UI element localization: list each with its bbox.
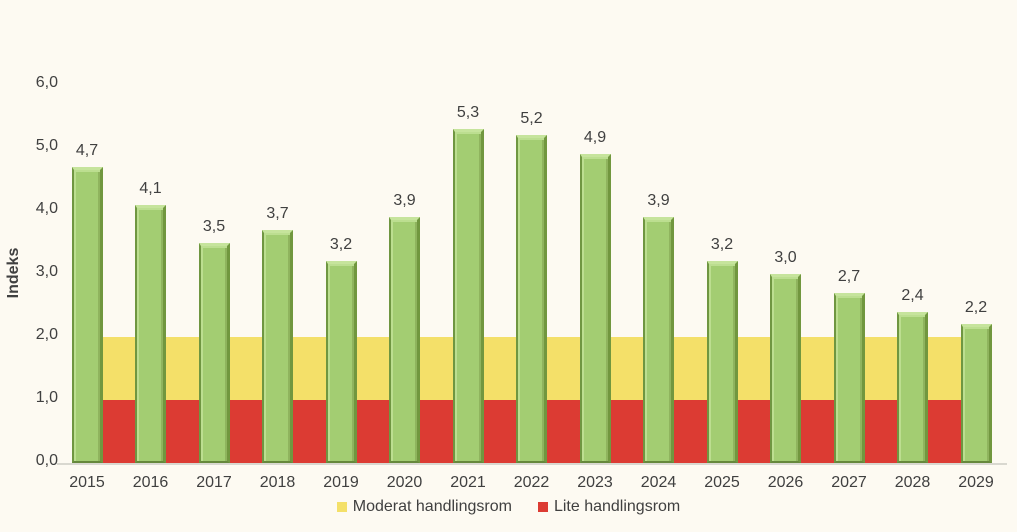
- bar-2015: [71, 166, 103, 463]
- x-tick-label: 2028: [894, 474, 931, 491]
- x-tick-label: 2023: [577, 474, 613, 491]
- legend-swatch-moderat: [336, 502, 347, 512]
- legend-label-lite: Lite handlingsrom: [553, 498, 681, 515]
- bar-value-label: 2,4: [901, 286, 924, 304]
- y-tick-label: 0,0: [35, 452, 58, 469]
- legend-swatch-lite: [537, 502, 548, 512]
- legend-label-moderat: Moderat handlingsrom: [352, 498, 512, 515]
- y-tick-label: 1,0: [35, 389, 58, 406]
- bar-2020: [389, 217, 420, 463]
- legend-item-moderat: Moderat handlingsrom: [336, 498, 512, 516]
- x-tick-label: 2026: [767, 474, 804, 491]
- bar-value-label: 4,9: [583, 129, 607, 147]
- bar-2022: [516, 135, 547, 463]
- bar-value-label: 4,7: [75, 141, 99, 159]
- bar-value-label: 3,9: [393, 192, 416, 210]
- x-tick-label: 2015: [69, 474, 105, 491]
- bar-value-label: 2,2: [964, 299, 988, 317]
- bar-value-label: 3,2: [710, 236, 734, 254]
- bar-value-label: 2,7: [837, 267, 861, 285]
- bar-2024: [643, 217, 674, 463]
- bar-value-label: 5,2: [520, 110, 543, 128]
- x-tick-label: 2029: [958, 474, 994, 491]
- x-tick-label: 2024: [640, 474, 677, 491]
- x-tick-label: 2018: [259, 474, 296, 491]
- bar-2029: [960, 324, 992, 463]
- bar-2025: [706, 261, 738, 463]
- bar-value-label: 4,1: [139, 179, 162, 197]
- x-tick-label: 2020: [386, 474, 423, 491]
- x-tick-label: 2025: [704, 474, 740, 491]
- bar-2026: [770, 274, 801, 463]
- bar-value-label: 3,7: [266, 204, 289, 222]
- bar-value-label: 3,2: [329, 236, 353, 254]
- x-tick-label: 2021: [450, 474, 486, 491]
- y-tick-label: 5,0: [35, 137, 58, 154]
- bar-2028: [897, 311, 928, 463]
- x-tick-label: 2019: [323, 474, 359, 491]
- bar-value-label: 3,9: [647, 192, 670, 210]
- y-tick-label: 2,0: [35, 326, 58, 343]
- bar-2019: [325, 261, 357, 463]
- bar-2021: [452, 129, 484, 463]
- bar-2018: [262, 229, 293, 463]
- x-axis-line: [57, 463, 1007, 465]
- bar-2016: [135, 204, 166, 463]
- y-tick-label: 3,0: [35, 263, 58, 280]
- bar-value-label: 3,5: [202, 217, 226, 235]
- x-tick-label: 2022: [513, 474, 550, 491]
- legend: Moderat handlingsrom Lite handlingsrom: [0, 498, 1017, 516]
- bar-2023: [579, 154, 611, 463]
- bar-2017: [198, 242, 230, 463]
- y-tick-label: 6,0: [35, 74, 58, 91]
- x-tick-label: 2016: [132, 474, 169, 491]
- bar-2027: [833, 292, 865, 463]
- legend-item-lite: Lite handlingsrom: [537, 498, 681, 516]
- x-tick-label: 2017: [196, 474, 232, 491]
- bar-value-label: 3,0: [774, 249, 797, 266]
- y-tick-label: 4,0: [35, 200, 58, 217]
- bar-value-label: 5,3: [456, 104, 480, 122]
- x-tick-label: 2027: [831, 474, 867, 491]
